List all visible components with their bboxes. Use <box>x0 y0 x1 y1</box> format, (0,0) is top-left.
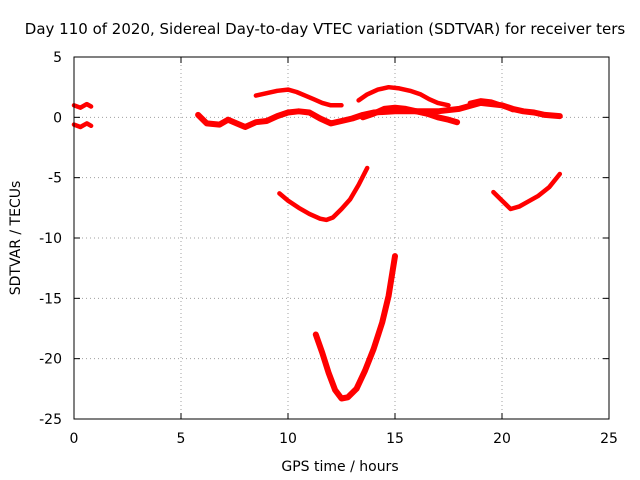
y-tick-label: -25 <box>39 412 62 428</box>
series-arc-9 <box>312 253 398 402</box>
y-tick-label: -15 <box>39 291 62 307</box>
x-tick-label: 5 <box>177 431 186 447</box>
y-tick-label: -10 <box>39 231 62 247</box>
series-arc-3 <box>359 104 461 126</box>
x-axis-label: GPS time / hours <box>281 459 398 475</box>
y-tick-label: -20 <box>39 352 62 368</box>
series-arc-7 <box>277 165 370 223</box>
y-tick-label: 0 <box>53 110 62 126</box>
x-tick-label: 15 <box>386 431 404 447</box>
y-axis-label: SDTVAR / TECUs <box>8 181 24 296</box>
series-arc-1a <box>71 101 94 110</box>
series-arc-6 <box>467 98 515 113</box>
chart-title: Day 110 of 2020, Sidereal Day-to-day VTE… <box>25 20 626 38</box>
series-arc-8 <box>491 171 563 212</box>
y-tick-label: 5 <box>53 50 62 66</box>
series-arc-1b <box>71 121 94 130</box>
series-layer <box>71 84 563 402</box>
x-tick-label: 25 <box>600 431 618 447</box>
x-tick-label: 20 <box>493 431 511 447</box>
y-tick-label: -5 <box>48 171 62 187</box>
tick-layer: 0 5 10 15 20 25 5 0 -5 -10 -15 -20 -25 <box>39 50 618 447</box>
x-tick-label: 10 <box>279 431 297 447</box>
series-arc-4 <box>253 87 344 108</box>
grid-layer <box>74 57 609 419</box>
series-arc-5 <box>356 84 451 108</box>
x-tick-label: 0 <box>70 431 79 447</box>
